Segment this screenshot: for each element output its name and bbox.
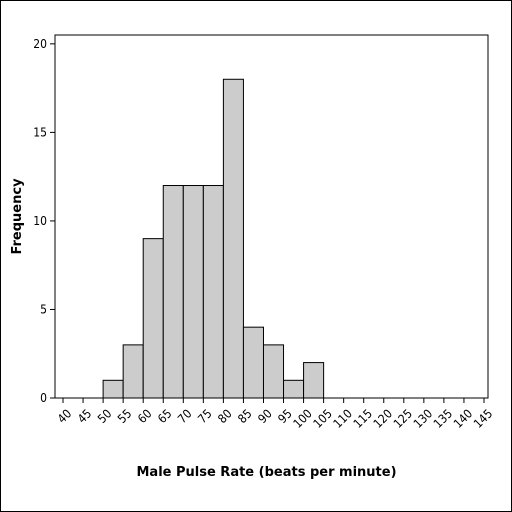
x-tick-label-60: 60 [135,406,155,426]
x-axis: 40 45 50 55 60 65 70 75 80 85 90 951001051101151201… [55,398,495,431]
x-tick-label-115: 115 [351,406,375,430]
x-tick-label-55: 55 [115,406,135,426]
bar-70-75 [182,185,204,399]
y-tick-label-15: 15 [33,125,47,139]
bar-100-105 [303,362,325,399]
y-tick-label-0: 0 [40,391,47,405]
x-tick-label-145: 145 [471,406,495,430]
x-tick-label-90: 90 [255,406,275,426]
x-tick-label-100: 100 [290,406,315,431]
x-tick-label-70: 70 [175,406,195,426]
bar-80-85 [222,78,244,399]
x-tick-label-120: 120 [371,406,396,431]
x-tick-label-110: 110 [331,406,356,431]
x-tick-label-40: 40 [55,406,75,426]
y-tick-label-5: 5 [40,302,47,316]
x-tick-label-135: 135 [431,406,455,430]
x-tick-label-50: 50 [95,406,115,426]
y-axis-title: Frequency [10,178,25,255]
bars-group [102,78,325,399]
x-axis-title: Male Pulse Rate (beats per minute) [136,465,396,480]
x-tick-label-125: 125 [391,406,415,430]
x-tick-label-65: 65 [155,406,175,426]
x-tick-label-85: 85 [235,406,255,426]
y-tick-label-20: 20 [33,37,47,51]
x-tick-label-140: 140 [451,406,476,431]
bar-90-95 [262,344,285,399]
bar-50-55 [102,379,124,399]
bar-75-80 [202,185,224,399]
bar-55-60 [122,344,144,399]
plot-area-frame [54,34,489,399]
x-tick-label-105: 105 [310,406,334,430]
bar-60-65 [142,238,164,399]
x-tick-label-75: 75 [195,406,215,426]
bar-85-90 [242,326,264,399]
x-tick-label-45: 45 [75,406,95,426]
bar-95-100 [283,379,305,399]
x-tick-label-130: 130 [411,406,436,431]
x-tick-label-80: 80 [215,406,235,426]
bar-65-70 [162,185,184,399]
y-axis: 0 5 10 15 20 [33,37,55,405]
y-tick-label-10: 10 [33,214,47,228]
